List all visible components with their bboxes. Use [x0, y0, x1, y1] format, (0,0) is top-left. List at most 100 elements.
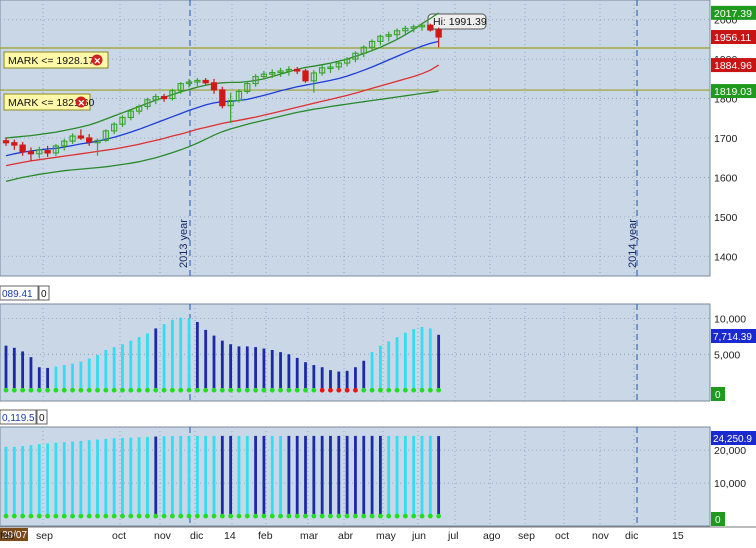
x-axis-label: feb — [258, 530, 273, 542]
signal-dot — [303, 387, 308, 393]
signal-dot — [45, 387, 50, 393]
candle — [418, 23, 426, 31]
volume-bar — [204, 329, 208, 391]
candle — [368, 39, 376, 52]
second-volume-bar — [270, 435, 274, 517]
signal-dot — [394, 387, 400, 393]
lower-band-line — [5, 90, 439, 183]
volume-tick-label: 5,000 — [714, 349, 740, 361]
second-volume-bar — [87, 440, 91, 517]
right-price-label-2-text: 1956.11 — [714, 32, 751, 44]
volume-bar — [287, 354, 291, 391]
second-signal-dot — [186, 513, 192, 519]
second-volume-bar — [254, 435, 257, 517]
signal-dot — [369, 387, 375, 393]
candle — [61, 138, 68, 151]
candle — [44, 145, 51, 157]
second-volume-bar — [337, 435, 341, 517]
signal-dot — [386, 387, 392, 393]
price-panel[interactable] — [0, 0, 711, 277]
signal-dot — [120, 387, 125, 393]
second-signal-dot — [53, 513, 59, 519]
second-volume-bar — [71, 441, 74, 517]
remove-mark-2-icon[interactable] — [75, 96, 87, 108]
volume-panel-zero-label: 0 — [711, 387, 725, 401]
second-volume-panel-right-zero: 0 — [715, 515, 721, 526]
candle — [335, 61, 342, 71]
signal-dot — [244, 387, 250, 393]
volume-bar — [87, 358, 91, 391]
mark-label-1[interactable]: MARK <= 1928.17 ✕ — [3, 51, 109, 69]
right-price-label-4: 1819.03 — [711, 84, 756, 99]
signal-dot — [436, 387, 442, 393]
candle — [402, 25, 409, 35]
second-signal-dot — [328, 513, 333, 519]
candle — [435, 27, 442, 48]
second-signal-dot — [103, 513, 109, 519]
candle — [144, 97, 151, 110]
second-volume-bar — [287, 435, 291, 517]
volume-panel-right-value: 7,714.39 — [713, 332, 752, 343]
second-signal-dot — [286, 513, 292, 519]
signal-dot — [319, 387, 325, 393]
candle — [94, 138, 101, 156]
candle — [111, 122, 118, 135]
signal-dot — [103, 387, 109, 393]
second-volume-bar — [220, 435, 224, 517]
volume-bar — [129, 340, 133, 391]
second-volume-tick-label: 10,000 — [714, 478, 746, 490]
volume-bar — [62, 365, 66, 391]
volume-panel-right-label: 7,714.39 — [711, 329, 756, 343]
second-volume-bar — [154, 436, 158, 517]
year-label-2014: 2014 year — [627, 219, 639, 268]
signal-dot — [153, 387, 159, 393]
second-signal-dot — [45, 513, 50, 519]
second-volume-bar — [129, 437, 133, 517]
x-axis-label: abr — [338, 530, 354, 542]
x-axis-label: dic — [190, 530, 203, 542]
second-signal-dot — [311, 513, 317, 519]
signal-dot — [36, 387, 42, 393]
price-tick-label: 1700 — [714, 133, 738, 145]
signal-dot — [95, 387, 100, 393]
second-volume-bar — [112, 438, 116, 517]
volume-bar — [79, 361, 83, 391]
candle — [235, 89, 243, 103]
signal-dot — [427, 387, 433, 393]
candle — [294, 67, 301, 75]
signal-dot — [3, 387, 9, 393]
second-volume-bar — [21, 446, 25, 517]
second-volume-bar — [237, 435, 241, 517]
second-signal-dot — [319, 513, 325, 519]
second-volume-bar — [320, 435, 324, 517]
candle — [36, 146, 43, 159]
second-volume-bar — [304, 435, 307, 517]
second-volume-bar — [387, 435, 391, 517]
signal-dot — [311, 387, 317, 393]
candle — [202, 78, 209, 85]
second-signal-dot — [269, 513, 275, 519]
volume-bar — [112, 347, 116, 391]
second-signal-dot — [86, 513, 92, 519]
volume-bar — [229, 344, 233, 391]
second-signal-dot — [136, 513, 142, 519]
volume-bar — [154, 328, 158, 391]
second-volume-bar — [262, 435, 266, 517]
right-price-label-4-text: 1819.03 — [714, 86, 752, 98]
second-volume-bar — [195, 435, 199, 517]
mark-label-2[interactable]: MARK <= 1821.60 ✕ — [3, 93, 95, 111]
svg-text:✕: ✕ — [94, 56, 102, 66]
second-signal-dot — [353, 513, 358, 519]
candle — [310, 70, 317, 93]
remove-mark-1-icon[interactable] — [91, 54, 103, 66]
volume-bar — [312, 365, 316, 391]
second-volume-bar — [362, 435, 366, 517]
volume-bar — [345, 370, 349, 391]
second-signal-dot — [219, 513, 225, 519]
x-axis-label: oct — [555, 530, 569, 542]
second-volume-bar — [229, 435, 233, 517]
second-volume-tick-label: 20,000 — [714, 445, 746, 457]
signal-dot — [111, 387, 117, 393]
